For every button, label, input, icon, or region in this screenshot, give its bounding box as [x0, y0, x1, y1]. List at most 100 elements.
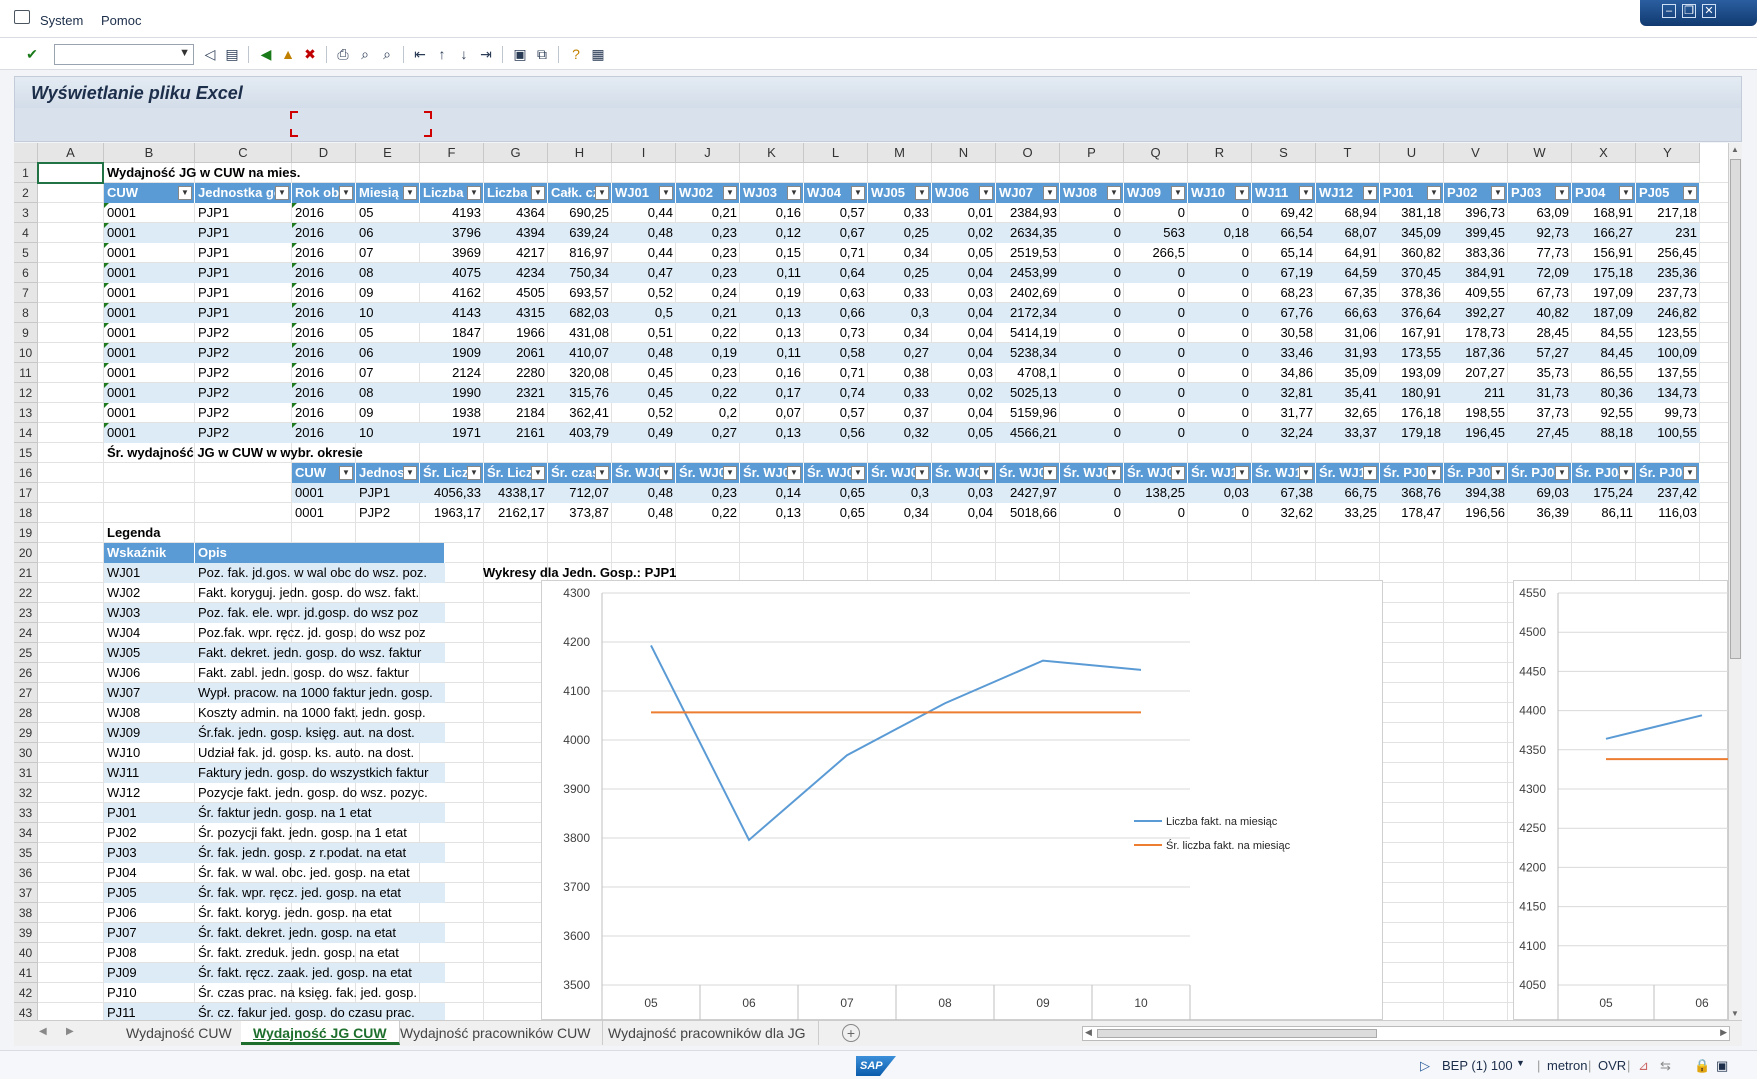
table1-cell[interactable]: 0 — [1113, 265, 1121, 280]
tab-wydajnosc-pracownikow-cuw[interactable]: Wydajność pracowników CUW — [388, 1021, 604, 1045]
legend-description[interactable]: Śr. fakt. koryg. jedn. gosp. na etat — [198, 905, 392, 920]
table1-cell[interactable]: 31,77 — [1280, 405, 1313, 420]
table1-cell[interactable]: 0001 — [107, 305, 136, 320]
table2-cell[interactable]: 138,25 — [1145, 485, 1185, 500]
table1-cell[interactable]: 0001 — [107, 205, 136, 220]
table2-cell[interactable]: 373,87 — [569, 505, 609, 520]
row-header[interactable]: 14 — [14, 423, 38, 443]
table2-cell[interactable]: 178,47 — [1401, 505, 1441, 520]
column-header[interactable]: Y — [1636, 143, 1700, 163]
column-header[interactable]: T — [1316, 143, 1380, 163]
table1-header[interactable]: Całk. cz ▼ — [548, 183, 612, 203]
table1-cell[interactable]: 0,3 — [910, 305, 929, 320]
legend-header[interactable]: Opis — [195, 543, 445, 563]
vertical-scroll-thumb[interactable] — [1730, 159, 1741, 659]
tab-scroll-right-icon[interactable]: ▶ — [66, 1026, 74, 1037]
table1-header[interactable]: WJ12 ▼ — [1316, 183, 1380, 203]
table2-header[interactable]: Śr. WJ0 ▼ — [676, 463, 740, 483]
table1-cell[interactable]: 0,05 — [967, 425, 993, 440]
filter-dropdown-icon[interactable]: ▼ — [787, 466, 801, 480]
filter-dropdown-icon[interactable]: ▼ — [1491, 186, 1505, 200]
legend-description[interactable]: Śr. pozycji fakt. jedn. gosp. na 1 etat — [198, 825, 407, 840]
system-info[interactable]: BEP (1) 100 — [1442, 1058, 1513, 1073]
table2-cell[interactable]: 0,65 — [839, 505, 865, 520]
table1-cell[interactable]: 0,22 — [711, 325, 737, 340]
add-sheet-icon[interactable]: + — [842, 1024, 860, 1042]
table1-cell[interactable]: 07 — [359, 365, 374, 380]
row-header[interactable]: 20 — [14, 543, 38, 563]
table1-cell[interactable]: 0 — [1241, 345, 1249, 360]
row-header[interactable]: 35 — [14, 843, 38, 863]
table1-cell[interactable]: 196,45 — [1465, 425, 1505, 440]
enter-icon[interactable]: ✔ — [26, 46, 38, 62]
table1-cell[interactable]: 0,2 — [718, 405, 737, 420]
table1-cell[interactable]: 35,09 — [1344, 365, 1377, 380]
customize-layout-icon[interactable]: ▦ — [591, 46, 605, 62]
table1-cell[interactable]: 0 — [1113, 285, 1121, 300]
table1-header[interactable]: PJ02 ▼ — [1444, 183, 1508, 203]
table2-cell[interactable]: 1963,17 — [434, 505, 481, 520]
table1-cell[interactable]: 0 — [1177, 405, 1185, 420]
table2-cell[interactable]: PJP2 — [359, 505, 391, 520]
help-icon[interactable]: ? — [572, 46, 580, 62]
table1-cell[interactable]: 403,79 — [569, 425, 609, 440]
row-header[interactable]: 6 — [14, 263, 38, 283]
filter-dropdown-icon[interactable]: ▼ — [1491, 466, 1505, 480]
table1-cell[interactable]: 134,73 — [1657, 385, 1697, 400]
table1-cell[interactable]: 0,23 — [711, 225, 737, 240]
cancel-icon[interactable]: ✖ — [304, 46, 316, 62]
table1-cell[interactable]: 0,03 — [967, 285, 993, 300]
table2-header[interactable]: Śr. Liczl ▼ — [420, 463, 484, 483]
legend-description[interactable]: Fakt. zabl. jedn. gosp. do wsz. faktur — [198, 665, 409, 680]
table2-cell[interactable]: 0,48 — [647, 485, 673, 500]
tab-wydajnosc-pracownikow-dla-jg[interactable]: Wydajność pracowników dla JG — [596, 1021, 819, 1045]
table1-cell[interactable]: 0 — [1177, 285, 1185, 300]
table2-header[interactable]: Śr. WJ0 ▼ — [804, 463, 868, 483]
table1-cell[interactable]: 0001 — [107, 425, 136, 440]
table1-cell[interactable]: 2321 — [516, 385, 545, 400]
row-header[interactable]: 33 — [14, 803, 38, 823]
table1-cell[interactable]: 80,36 — [1600, 385, 1633, 400]
table2-header[interactable]: CUW ▼ — [292, 463, 356, 483]
table1-cell[interactable]: 0 — [1113, 305, 1121, 320]
table1-cell[interactable]: 2453,99 — [1010, 265, 1057, 280]
row-header[interactable]: 9 — [14, 323, 38, 343]
table1-cell[interactable]: 217,18 — [1657, 205, 1697, 220]
table2-cell[interactable]: 394,38 — [1465, 485, 1505, 500]
filter-dropdown-icon[interactable]: ▼ — [1555, 186, 1569, 200]
row-header[interactable]: 18 — [14, 503, 38, 523]
row-header[interactable]: 10 — [14, 343, 38, 363]
table1-cell[interactable]: 0,25 — [903, 265, 929, 280]
table2-cell[interactable]: PJP1 — [359, 485, 391, 500]
row-header[interactable]: 23 — [14, 603, 38, 623]
table2-header[interactable]: Śr. WJ0 ▼ — [740, 463, 804, 483]
table1-cell[interactable]: 0,37 — [903, 405, 929, 420]
table1-cell[interactable]: 4234 — [516, 265, 545, 280]
table1-cell[interactable]: 07 — [359, 245, 374, 260]
legend-code[interactable]: PJ03 — [107, 845, 137, 860]
scroll-right-icon[interactable]: ▶ — [1720, 1027, 1727, 1037]
row-header[interactable]: 26 — [14, 663, 38, 683]
row-header[interactable]: 19 — [14, 523, 38, 543]
column-header[interactable]: H — [548, 143, 612, 163]
table1-cell[interactable]: 0,64 — [839, 265, 865, 280]
row-header[interactable]: 16 — [14, 463, 38, 483]
table1-cell[interactable]: 0,17 — [775, 385, 801, 400]
table1-cell[interactable]: 237,73 — [1657, 285, 1697, 300]
table1-cell[interactable]: 32,65 — [1344, 405, 1377, 420]
table1-cell[interactable]: 0001 — [107, 405, 136, 420]
legend-description[interactable]: Wypł. pracow. na 1000 faktur jedn. gosp. — [198, 685, 433, 700]
table1-cell[interactable]: 100,09 — [1657, 345, 1697, 360]
menu-system[interactable]: System — [40, 13, 84, 28]
legend-description[interactable]: Śr. faktur jedn. gosp. na 1 etat — [198, 805, 372, 820]
table1-cell[interactable]: 0,71 — [839, 245, 865, 260]
table1-cell[interactable]: 383,36 — [1465, 245, 1505, 260]
table1-cell[interactable]: 0,01 — [967, 205, 993, 220]
filter-dropdown-icon[interactable]: ▼ — [1299, 186, 1313, 200]
row-header[interactable]: 7 — [14, 283, 38, 303]
horizontal-scrollbar[interactable]: ◀ ▶ — [1082, 1026, 1730, 1041]
close-icon[interactable]: ✕ — [1702, 4, 1716, 18]
table1-cell[interactable]: 2016 — [295, 205, 324, 220]
tab-wydajnosc-cuw[interactable]: Wydajność CUW — [114, 1021, 245, 1045]
legend-code[interactable]: PJ10 — [107, 985, 137, 1000]
